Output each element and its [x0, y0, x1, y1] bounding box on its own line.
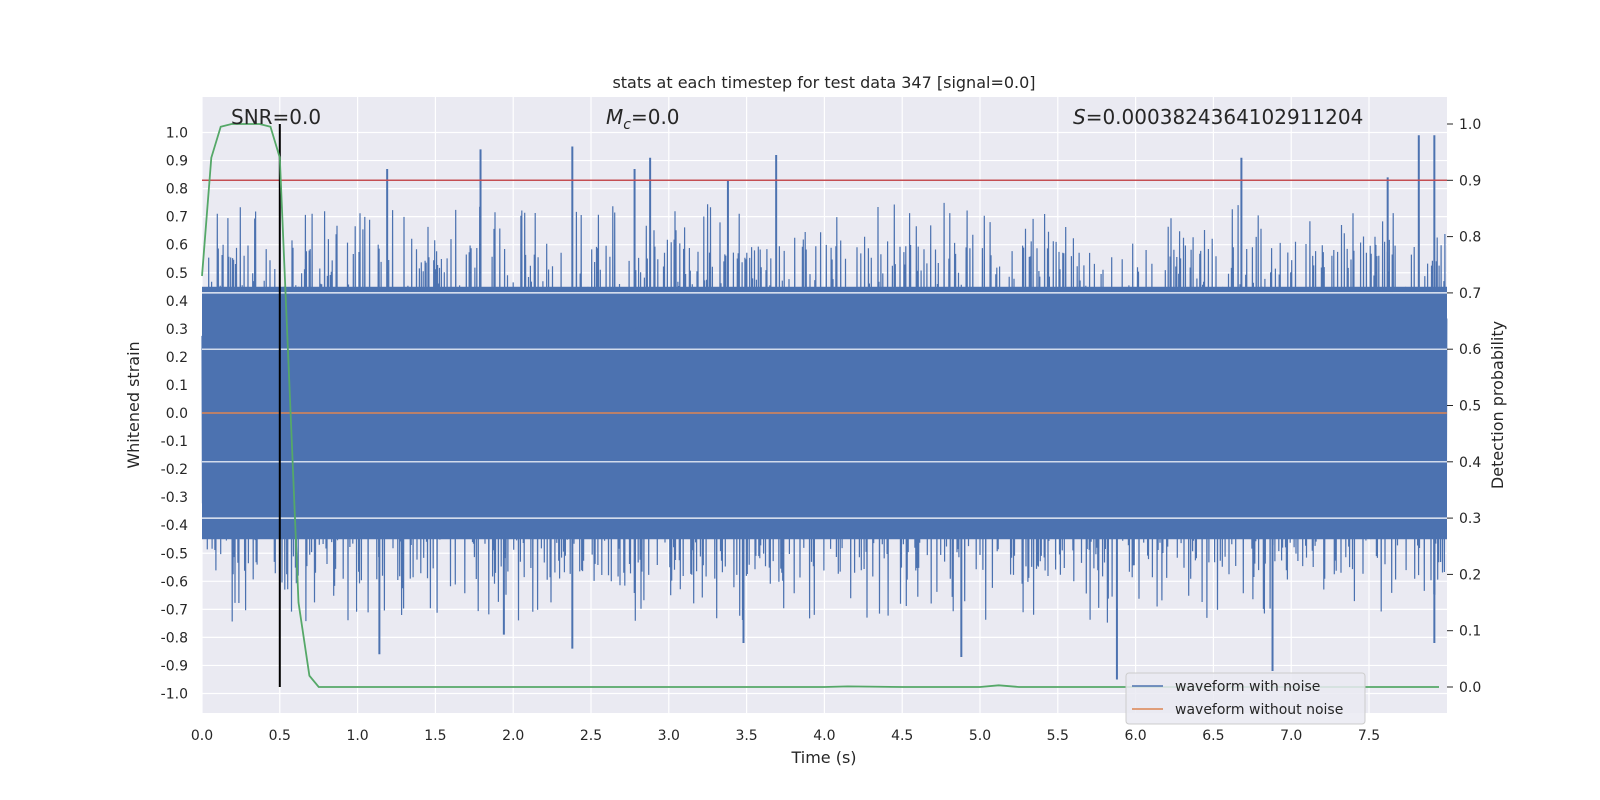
y-left-tick-label: 0.9: [166, 154, 188, 170]
y-left-tick-label: 0.7: [166, 210, 188, 226]
y-left-tick-label: -0.2: [161, 462, 188, 478]
x-tick-label: 3.5: [735, 728, 757, 744]
snr-annotation: SNR=0.0: [231, 105, 321, 129]
y-left-tick-label: 0.8: [166, 182, 188, 198]
legend: waveform with noise waveform without noi…: [1126, 673, 1365, 724]
y-right-tick-label: 0.0: [1459, 680, 1481, 696]
x-tick-label: 1.0: [346, 728, 368, 744]
x-tick-label: 4.5: [891, 728, 913, 744]
y-right-tick-label: 0.1: [1459, 624, 1481, 640]
score-value: =0.0003824364102911204: [1086, 105, 1364, 129]
y-right-tick-label: 0.4: [1459, 455, 1481, 471]
x-tick-label: 1.5: [424, 728, 446, 744]
y-axis-label-right: Detection probability: [1488, 321, 1507, 489]
x-tick-label: 7.5: [1358, 728, 1380, 744]
y-right-tick-label: 0.6: [1459, 342, 1481, 358]
chirp-mass-annotation: Mc=0.0: [606, 105, 680, 133]
y-right-tick-label: 0.2: [1459, 567, 1481, 583]
legend-label-noise: waveform with noise: [1175, 679, 1320, 695]
x-tick-label: 3.0: [658, 728, 680, 744]
x-tick-label: 2.5: [580, 728, 602, 744]
y-right-tick-label: 0.5: [1459, 399, 1481, 415]
y-left-tick-label: -0.7: [161, 602, 188, 618]
y-right-tick-label: 0.3: [1459, 511, 1481, 527]
y-left-tick-label: 0.1: [166, 378, 188, 394]
chirp-mass-symbol: M: [606, 105, 623, 129]
x-tick-label: 6.0: [1124, 728, 1146, 744]
x-tick-label: 7.0: [1280, 728, 1302, 744]
y-left-tick-label: 0.3: [166, 322, 188, 338]
y-left-tick-label: 0.5: [166, 266, 188, 282]
x-tick-label: 2.0: [502, 728, 524, 744]
score-symbol: S: [1073, 105, 1086, 129]
y-left-tick-label: 0.2: [166, 350, 188, 366]
chirp-mass-value: =0.0: [631, 105, 680, 129]
y-left-tick-label: -1.0: [161, 687, 188, 703]
y-left-tick-label: -0.8: [161, 630, 188, 646]
chart: 0.0 0.5 1.0 1.5 2.0 2.5 3.0 3.5 4.0 4.5 5.0 5.5 6.0 6…: [0, 0, 1600, 800]
y-left-tick-label: -0.4: [161, 518, 188, 534]
y-left-tick-label: 0.6: [166, 238, 188, 254]
x-tick-label: 6.5: [1202, 728, 1224, 744]
y-left-tick-label: -0.5: [161, 546, 188, 562]
x-tick-label: 5.5: [1047, 728, 1069, 744]
chart-title: stats at each timestep for test data 347…: [612, 73, 1035, 92]
score-annotation: S=0.0003824364102911204: [1073, 105, 1363, 129]
x-tick-label: 5.0: [969, 728, 991, 744]
x-tick-label: 4.0: [813, 728, 835, 744]
x-tick-label: 0.0: [191, 728, 213, 744]
legend-label-clean: waveform without noise: [1175, 702, 1343, 718]
y-right-tick-label: 1.0: [1459, 117, 1481, 133]
y-left-tick-label: 1.0: [166, 126, 188, 142]
x-tick-label: 0.5: [269, 728, 291, 744]
y-left-tick-label: -0.9: [161, 658, 188, 674]
y-right-tick-label: 0.7: [1459, 286, 1481, 302]
y-left-tick-label: 0.0: [166, 406, 188, 422]
y-left-tick-label: -0.1: [161, 434, 188, 450]
y-left-tick-label: -0.3: [161, 490, 188, 506]
y-axis-label-left: Whitened strain: [124, 341, 143, 468]
x-axis-label: Time (s): [790, 748, 856, 767]
y-left-tick-label: -0.6: [161, 574, 188, 590]
y-right-tick-label: 0.9: [1459, 173, 1481, 189]
y-right-tick-label: 0.8: [1459, 230, 1481, 246]
y-left-tick-label: 0.4: [166, 294, 188, 310]
